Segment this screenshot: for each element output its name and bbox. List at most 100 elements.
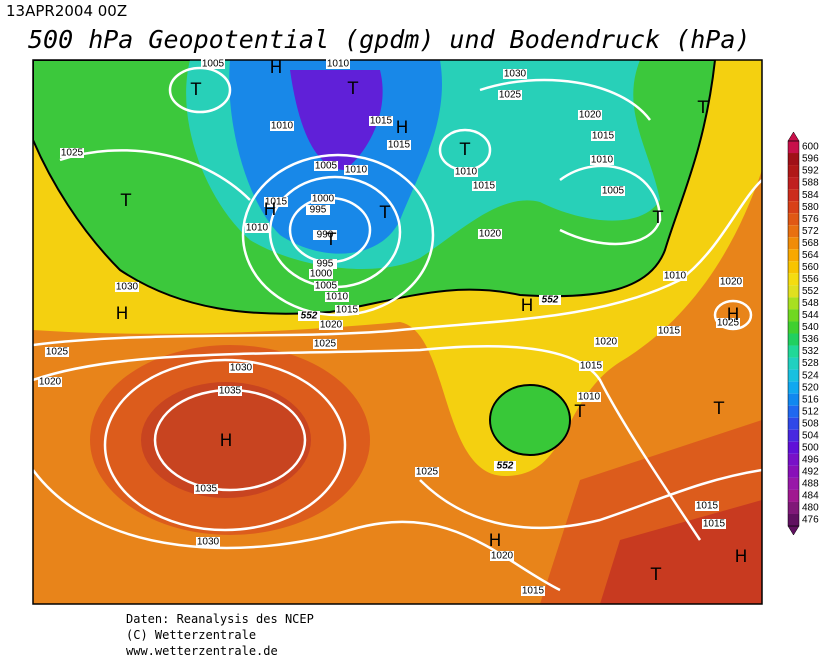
pressure-center: H <box>489 531 502 551</box>
isobar-label: 1015 <box>522 586 545 597</box>
colorbar-label: 564 <box>802 250 819 261</box>
isobar-label-box <box>270 121 294 131</box>
isobar-label: 1020 <box>491 551 514 562</box>
footer-line: Daten: Reanalysis des NCEP <box>126 612 314 626</box>
isobar-label-box <box>229 363 253 373</box>
isobar-label-box <box>313 339 337 349</box>
isobar-label-box <box>590 155 614 165</box>
colorbar-label: 540 <box>802 322 819 333</box>
isobar-label-box <box>344 165 368 175</box>
isobar-label-box <box>657 326 681 336</box>
pressure-center: H <box>270 58 283 78</box>
colorbar-swatch <box>788 345 799 358</box>
colorbar-label: 580 <box>802 202 819 213</box>
isobar-label: 1035 <box>219 386 242 397</box>
colorbar-swatch <box>788 213 799 226</box>
isobar-label-box <box>702 519 726 529</box>
isobar-label-box <box>60 148 84 158</box>
isobar-label: 1020 <box>595 337 618 348</box>
isobar-label-box <box>201 59 225 69</box>
isobar-label: 1025 <box>46 347 69 358</box>
isobar-label-box <box>577 392 601 402</box>
isobar-label: 1025 <box>61 148 84 159</box>
isobar-label: 1020 <box>320 320 343 331</box>
isobar-label: 1030 <box>230 363 253 374</box>
isobar-label-box <box>319 320 343 330</box>
colorbar-arrow-bottom <box>787 525 800 536</box>
isobar-label: 1030 <box>504 69 527 80</box>
isobar-label: 1015 <box>592 131 615 142</box>
isobar-label-box <box>454 167 478 177</box>
isobar-label-box <box>194 484 218 494</box>
colorbar-swatch <box>788 201 799 214</box>
isobar-label: 990 <box>317 230 334 241</box>
isobar-label-box <box>578 110 602 120</box>
colorbar-label: 476 <box>802 515 819 526</box>
colorbar-swatch <box>788 273 799 286</box>
colorbar-label: 560 <box>802 262 819 273</box>
isobar-label: 1025 <box>499 90 522 101</box>
pressure-center: T <box>379 203 391 223</box>
isobar-label: 1025 <box>416 467 439 478</box>
colorbar-label: 552 <box>802 286 819 297</box>
pressure-center: T <box>652 208 664 228</box>
isobar-label-box <box>313 230 337 240</box>
isobar-label-box <box>311 194 335 204</box>
pressure-center: T <box>713 399 725 419</box>
isobar-label: 1010 <box>327 59 350 70</box>
colorbar-label: 512 <box>802 406 819 417</box>
colorbar: 6005965925885845805765725685645605565525… <box>787 131 819 536</box>
colorbar-label: 504 <box>802 430 819 441</box>
colorbar-swatch <box>788 285 799 298</box>
contour-label-box <box>539 295 561 305</box>
isobar-label-box <box>309 269 333 279</box>
colorbar-label: 588 <box>802 178 819 189</box>
isobar-label: 1030 <box>197 537 220 548</box>
colorbar-label: 492 <box>802 467 819 478</box>
colorbar-label: 556 <box>802 274 819 285</box>
isobar-label: 1010 <box>345 165 368 176</box>
footer: Daten: Reanalysis des NCEP (C) Wetterzen… <box>126 612 314 656</box>
colorbar-swatch <box>788 429 799 442</box>
isobar-label: 1005 <box>315 281 338 292</box>
isobar-label-box <box>196 537 220 547</box>
colorbar-label: 548 <box>802 298 819 309</box>
isobar-label-box <box>695 501 719 511</box>
isobar-label-box <box>335 305 359 315</box>
pressure-center: H <box>264 200 277 220</box>
contour-label: 552 <box>497 461 514 472</box>
isobar-label-box <box>325 292 349 302</box>
pressure-center: T <box>574 402 586 422</box>
contour-label: 552 <box>542 295 559 306</box>
colorbar-label: 508 <box>802 418 819 429</box>
pressure-center: T <box>650 565 662 585</box>
isobar-label: 1010 <box>246 223 269 234</box>
isobar-label: 1015 <box>265 197 288 208</box>
colorbar-swatch <box>788 465 799 478</box>
map-field <box>33 60 762 604</box>
isobar-label: 1020 <box>479 229 502 240</box>
colorbar-swatch <box>788 369 799 382</box>
isobar-label: 1015 <box>370 116 393 127</box>
isobar-label: 1020 <box>579 110 602 121</box>
colorbar-swatch <box>788 297 799 310</box>
isobar-label-box <box>245 223 269 233</box>
colorbar-label: 572 <box>802 226 819 237</box>
footer-line: www.wetterzentrale.de <box>126 644 278 656</box>
colorbar-swatch <box>788 153 799 166</box>
pressure-center: H <box>735 547 748 567</box>
pressure-center: T <box>347 79 359 99</box>
colorbar-swatch <box>788 477 799 490</box>
isobar-label: 995 <box>317 259 334 270</box>
isobar-label: 1015 <box>336 305 359 316</box>
isobar-label-box <box>472 181 496 191</box>
isobar-label: 1010 <box>591 155 614 166</box>
colorbar-swatch <box>788 357 799 370</box>
isobar-label-box <box>478 229 502 239</box>
isobar-label-box <box>591 131 615 141</box>
contour-label-box <box>494 461 516 471</box>
isobar-label: 1010 <box>326 292 349 303</box>
isobar-label: 1000 <box>310 269 333 280</box>
